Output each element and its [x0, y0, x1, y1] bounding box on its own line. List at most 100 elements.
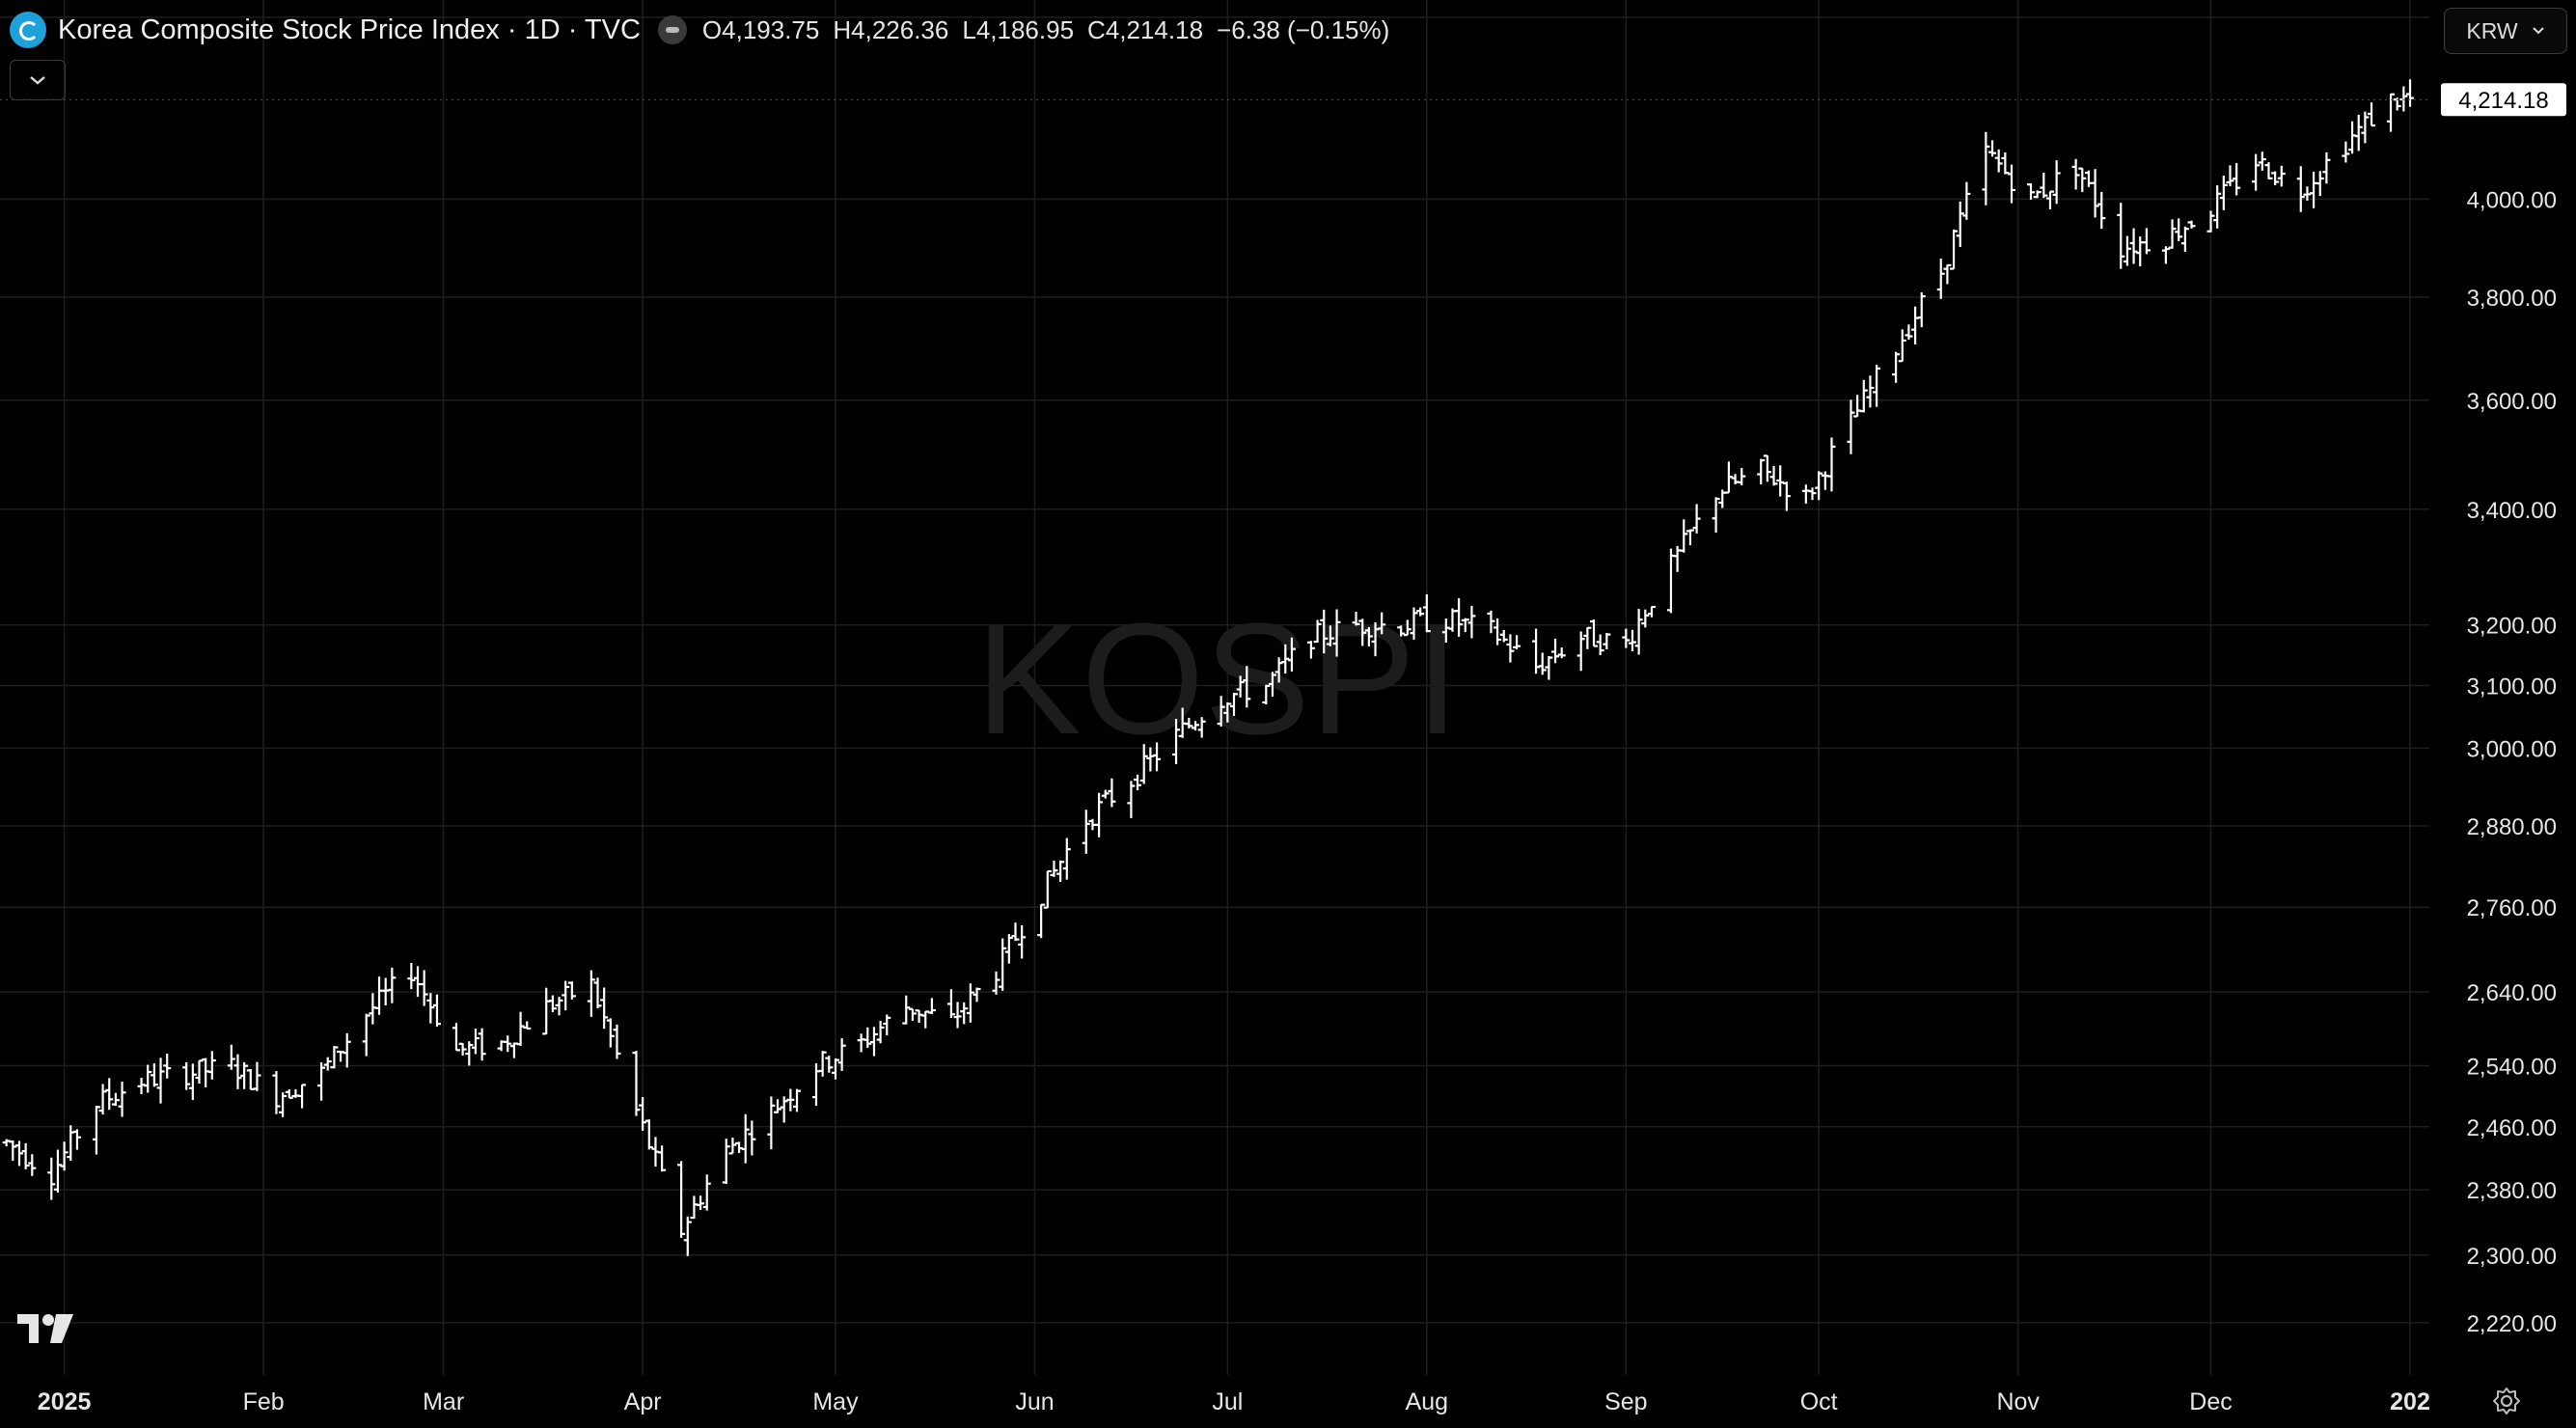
ohlc-bar — [1037, 903, 1046, 939]
ohlc-bar — [2045, 190, 2054, 209]
ohlc-bar — [1866, 375, 1875, 408]
ohlc-bar — [702, 1174, 711, 1211]
ohlc-bar — [1223, 701, 1232, 723]
ohlc-bar — [253, 1061, 261, 1091]
ohlc-bar — [2296, 166, 2305, 212]
currency-selector[interactable]: KRW — [2444, 8, 2567, 54]
price-tick-label: 4,000.00 — [2467, 187, 2557, 213]
ohlc-bar — [1127, 781, 1136, 818]
ohlc-bar — [1172, 718, 1181, 764]
price-tick-label: 2,880.00 — [2467, 814, 2557, 840]
time-tick-label: May — [812, 1388, 859, 1415]
ohlc-bar — [562, 980, 570, 1011]
ohlc-bar — [2348, 121, 2357, 154]
ohlc-bar — [1139, 744, 1148, 784]
ohlc-bar — [1666, 548, 1675, 614]
time-tick-label: Jul — [1212, 1388, 1243, 1415]
ohlc-bar — [1873, 365, 1881, 407]
ohlc-bar — [767, 1096, 776, 1150]
ohlc-bar — [999, 938, 1007, 991]
ohlc-bar — [1808, 487, 1817, 501]
ohlc-bar — [1095, 792, 1104, 838]
open-value: O4,193.75 — [701, 14, 820, 44]
ohlc-bar — [555, 997, 563, 1016]
chevron-down-icon — [30, 76, 45, 85]
ohlc-bar — [2161, 246, 2170, 264]
ohlc-bar — [1859, 379, 1868, 413]
ohlc-bar — [323, 1057, 332, 1071]
ohlc-bar — [1847, 399, 1855, 454]
ohlc-bar — [1217, 696, 1225, 728]
ohlc-bar — [2226, 165, 2234, 187]
ohlc-bar — [1956, 201, 1964, 248]
ohlc-bar — [567, 981, 576, 1000]
ohlc-bar — [639, 1096, 647, 1131]
ohlc-bar — [2142, 228, 2151, 255]
ohlc-bar — [1197, 717, 1206, 738]
ohlc-bar — [2252, 153, 2261, 191]
ohlc-bar — [246, 1069, 255, 1091]
ohlc-bar — [1738, 468, 1746, 486]
ohlc-bar — [516, 1011, 525, 1046]
ohlc-bar — [1590, 619, 1599, 647]
ohlc-bar — [1062, 838, 1071, 880]
ohlc-bar — [1082, 810, 1090, 854]
ohlc-bar — [1538, 652, 1547, 675]
tradingview-logo-icon[interactable] — [17, 1314, 77, 1345]
ohlc-bar — [465, 1041, 474, 1066]
symbol-title[interactable]: Korea Composite Stock Price Index · 1D ·… — [58, 14, 641, 45]
ohlc-bar — [1557, 647, 1566, 659]
ohlc-bars — [2, 79, 2415, 1256]
high-value: H4,226.36 — [833, 14, 949, 44]
ohlc-bar — [2264, 162, 2273, 179]
time-axis[interactable]: 2025 Feb Mar Apr May Jun Jul Aug Sep Oct Nov Dec 202 — [38, 1388, 2430, 1415]
ohlc-bar — [869, 1027, 878, 1057]
ohlc-bar — [857, 1033, 865, 1053]
collapse-legend-button[interactable] — [10, 60, 66, 100]
ohlc-bar — [1763, 454, 1771, 482]
time-tick-label: Oct — [1800, 1388, 1838, 1415]
ohlc-bar — [728, 1137, 737, 1155]
ohlc-bar — [21, 1142, 30, 1169]
interval: 1D — [524, 14, 561, 45]
ohlc-bar — [1101, 789, 1110, 799]
price-tick-label: 3,600.00 — [2467, 389, 2557, 415]
ohlc-bar — [946, 989, 955, 1019]
ohlc-bar — [902, 995, 911, 1025]
ohlc-bar — [2078, 167, 2087, 193]
ohlc-bar — [375, 976, 384, 1015]
ohlc-bar — [1628, 629, 1636, 651]
market-status-icon[interactable] — [657, 15, 687, 44]
ohlc-bar — [1410, 607, 1418, 640]
ohlc-bar — [1911, 306, 1920, 344]
ohlc-bar — [1596, 634, 1604, 655]
gear-icon[interactable] — [2491, 1386, 2522, 1416]
ohlc-bar — [1950, 229, 1959, 270]
ohlc-bar — [1576, 631, 1585, 672]
chevron-down-icon — [2532, 27, 2544, 35]
ohlc-bar — [279, 1092, 288, 1117]
ohlc-bar — [2277, 165, 2286, 187]
price-tick-label: 3,800.00 — [2467, 286, 2557, 312]
price-axis[interactable]: 2,220.00 2,300.00 2,380.00 2,460.00 2,540.00… — [2467, 6, 2557, 1337]
time-tick-label: Apr — [624, 1388, 662, 1415]
ohlc-bar — [1905, 324, 1913, 341]
ohlc-bar — [1332, 609, 1341, 657]
ohlc-bar — [1313, 619, 1322, 644]
ohlc-bar — [1757, 458, 1766, 485]
ohlc-bar — [452, 1023, 460, 1052]
ohlc-bar — [1685, 529, 1694, 546]
ohlc-bar — [1243, 666, 1251, 708]
ohlc-bar — [2097, 191, 2106, 230]
ohlc-bar — [1378, 612, 1386, 635]
ohlc-bar — [118, 1082, 126, 1117]
price-tick-label: 3,200.00 — [2467, 614, 2557, 640]
ohlc-bar — [2258, 151, 2266, 171]
ohlc-bar — [233, 1054, 242, 1089]
ohlc-bar — [2033, 190, 2042, 199]
ohlc-bar — [1108, 778, 1116, 808]
ohlc-bar — [825, 1056, 834, 1073]
ohlc-bar — [9, 1140, 17, 1162]
ohlc-bar — [2091, 169, 2099, 218]
